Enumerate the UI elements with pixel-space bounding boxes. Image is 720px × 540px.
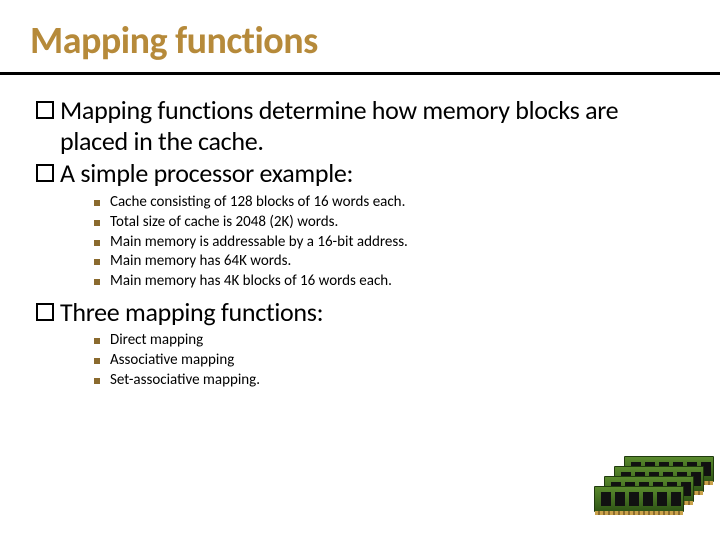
square-bullet-icon (36, 303, 54, 321)
bullet-processor-example: A simple processor example: (36, 158, 684, 189)
ram-module-icon (594, 486, 684, 512)
small-square-bullet-icon (94, 338, 100, 344)
sub-bullet-text: Cache consisting of 128 blocks of 16 wor… (110, 193, 405, 212)
small-square-bullet-icon (94, 200, 100, 206)
sub-bullet-text: Associative mapping (110, 351, 234, 370)
ram-modules-icon (588, 446, 708, 526)
mapping-functions-sublist: Direct mapping Associative mapping Set-a… (94, 331, 684, 389)
slide-title: Mapping functions (30, 18, 690, 64)
bullet-three-mapping-functions: Three mapping functions: (36, 297, 684, 328)
list-item: Cache consisting of 128 blocks of 16 wor… (94, 193, 684, 212)
square-bullet-icon (36, 101, 54, 119)
small-square-bullet-icon (94, 259, 100, 265)
small-square-bullet-icon (94, 279, 100, 285)
sub-bullet-text: Main memory has 4K blocks of 16 words ea… (110, 272, 392, 291)
small-square-bullet-icon (94, 240, 100, 246)
sub-bullet-text: Direct mapping (110, 331, 203, 350)
small-square-bullet-icon (94, 378, 100, 384)
sub-bullet-text: Main memory is addressable by a 16-bit a… (110, 233, 408, 252)
bullet-text: Three mapping functions: (60, 297, 323, 328)
list-item: Direct mapping (94, 331, 684, 350)
list-item: Main memory has 64K words. (94, 252, 684, 271)
title-bar: Mapping functions (0, 0, 720, 75)
processor-example-sublist: Cache consisting of 128 blocks of 16 wor… (94, 193, 684, 291)
bullet-mapping-definition: Mapping functions determine how memory b… (36, 95, 684, 156)
small-square-bullet-icon (94, 220, 100, 226)
bullet-text: A simple processor example: (60, 158, 353, 189)
sub-bullet-text: Main memory has 64K words. (110, 252, 291, 271)
small-square-bullet-icon (94, 358, 100, 364)
slide-body: Mapping functions determine how memory b… (0, 75, 720, 390)
sub-bullet-text: Set-associative mapping. (110, 371, 260, 390)
list-item: Associative mapping (94, 351, 684, 370)
square-bullet-icon (36, 164, 54, 182)
sub-bullet-text: Total size of cache is 2048 (2K) words. (110, 213, 338, 232)
list-item: Total size of cache is 2048 (2K) words. (94, 213, 684, 232)
list-item: Main memory is addressable by a 16-bit a… (94, 233, 684, 252)
bullet-text: Mapping functions determine how memory b… (60, 95, 684, 156)
list-item: Set-associative mapping. (94, 371, 684, 390)
list-item: Main memory has 4K blocks of 16 words ea… (94, 272, 684, 291)
